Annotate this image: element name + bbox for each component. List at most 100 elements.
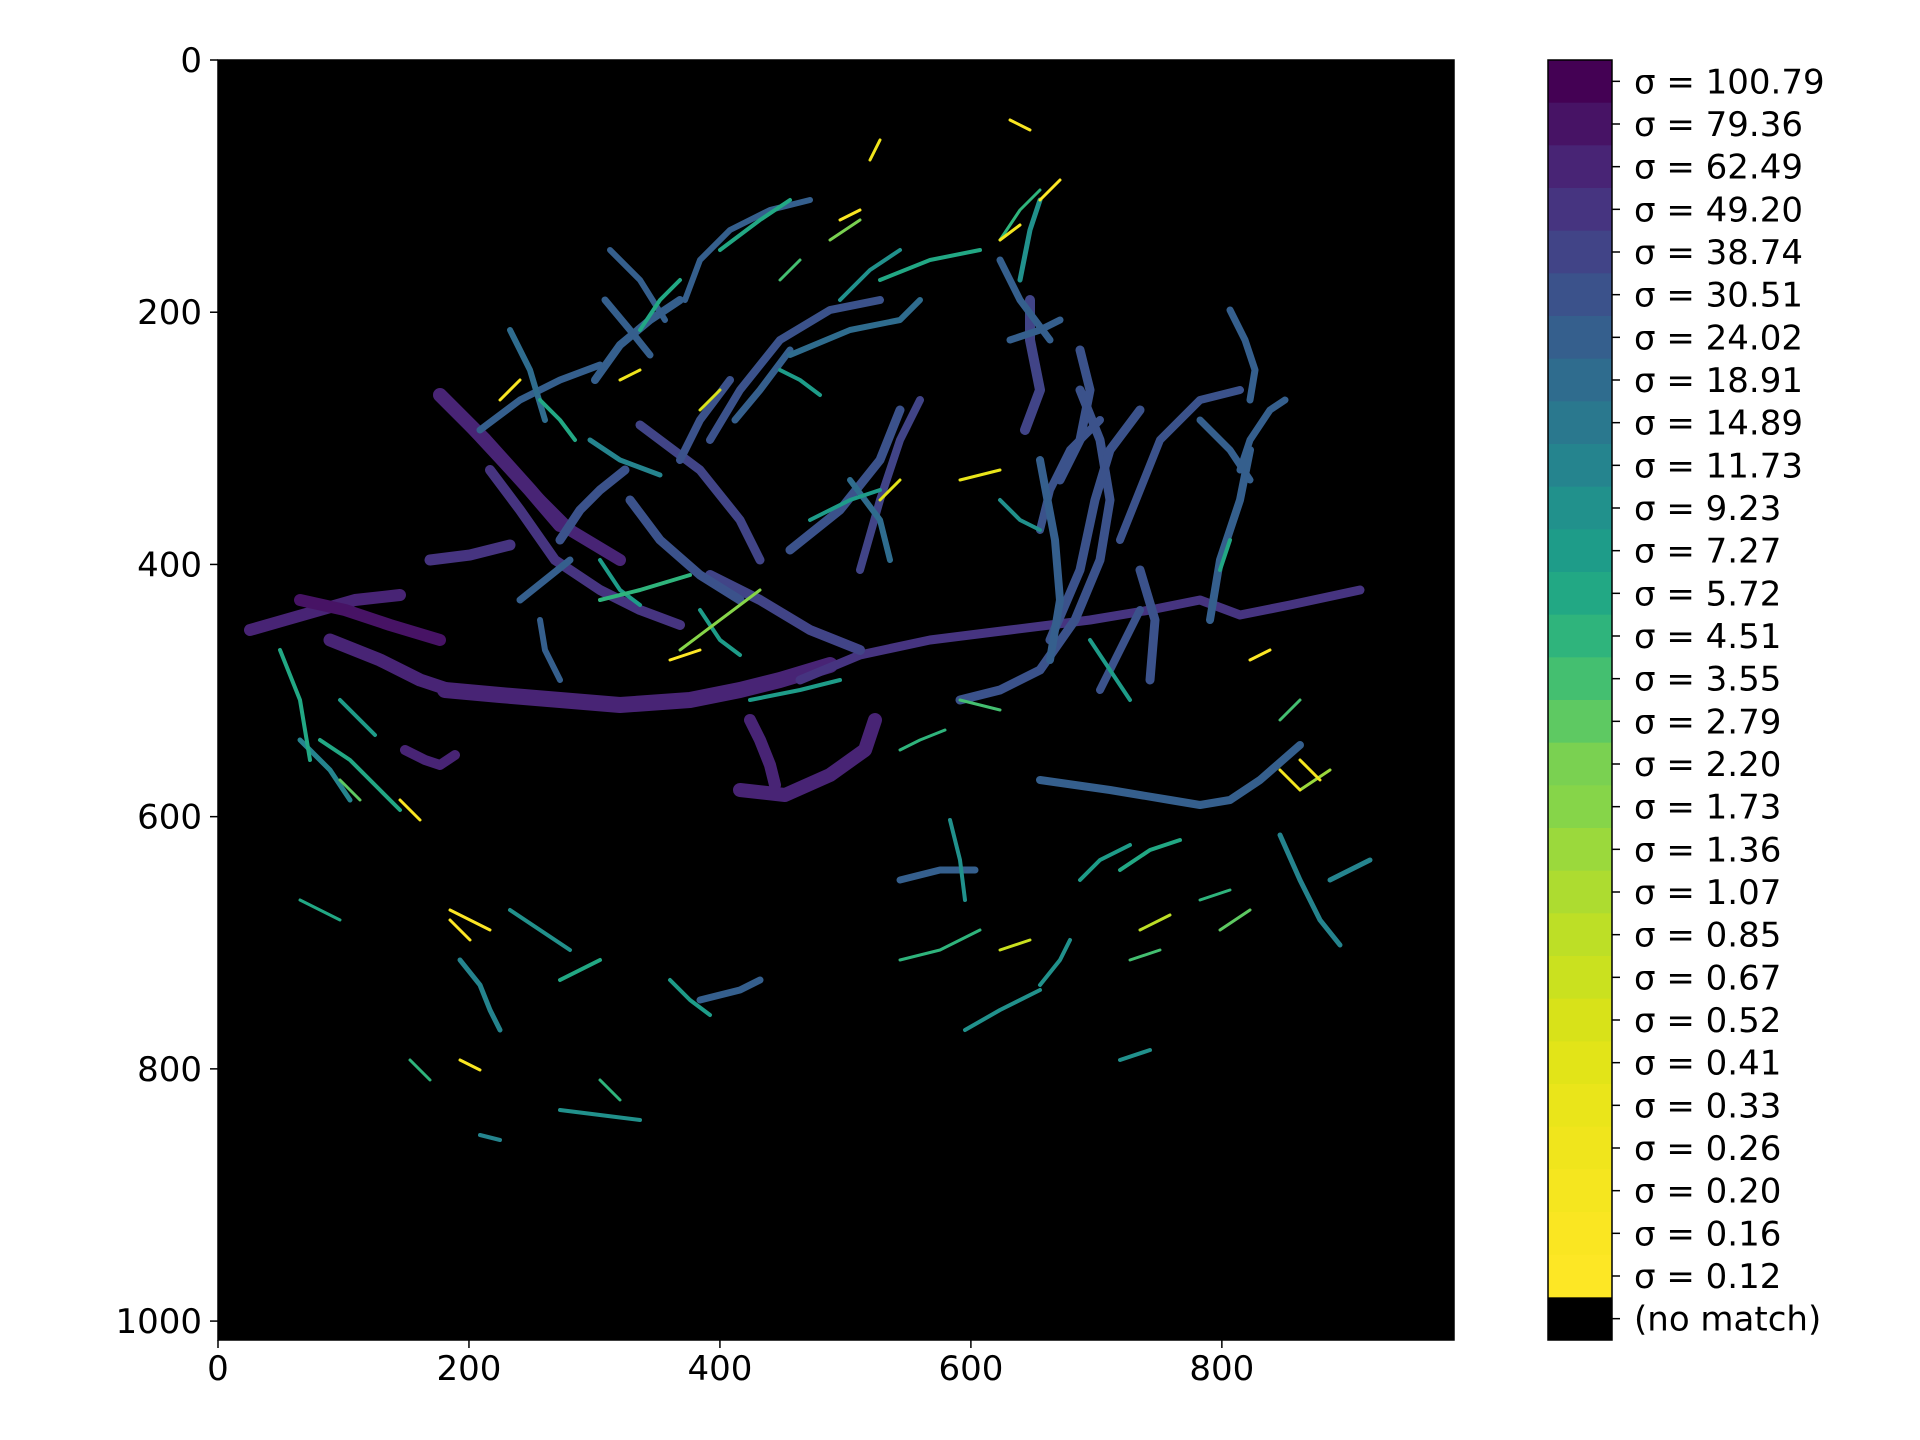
x-tick-label-800: 800	[1189, 1349, 1254, 1389]
colorbar-label-10: σ = 9.23	[1634, 489, 1781, 529]
vessel-43	[1036, 456, 1064, 664]
vessel-49	[457, 957, 503, 1033]
vessel-72	[478, 1133, 502, 1142]
vessel-117	[1248, 648, 1272, 662]
vessel-90	[778, 258, 802, 282]
vessel-42	[996, 256, 1054, 344]
vessel-71	[1118, 1048, 1152, 1062]
vessel-118	[458, 1058, 482, 1072]
colorbar-swatch-0	[1548, 60, 1612, 104]
vessel-93	[338, 778, 362, 802]
vessel-55	[748, 678, 842, 702]
vessel-68	[338, 698, 377, 737]
vessel-20	[1045, 405, 1145, 645]
colorbar-label-17: σ = 1.73	[1634, 788, 1781, 828]
vessel-62	[1088, 638, 1132, 702]
colorbar-label-11: σ = 7.27	[1634, 532, 1781, 572]
vessel-layer	[244, 118, 1373, 1142]
vessel-106	[398, 798, 422, 822]
heatmap-background	[218, 60, 1454, 1340]
vessel-67	[1327, 857, 1373, 883]
vessel-86	[598, 1078, 622, 1102]
vessel-41	[516, 556, 574, 604]
vessel-57	[778, 368, 822, 397]
colorbar-label-22: σ = 0.52	[1634, 1001, 1781, 1041]
colorbar-label-24: σ = 0.33	[1634, 1086, 1781, 1126]
vessel-88	[898, 728, 947, 752]
colorbar-label-1: σ = 79.36	[1634, 105, 1803, 145]
plot-frame	[217, 59, 1455, 1341]
colorbar-swatch-1	[1548, 102, 1612, 146]
vessel-19	[955, 385, 1115, 705]
colorbar-label-3: σ = 49.20	[1634, 190, 1803, 230]
colorbar-label-23: σ = 0.41	[1634, 1044, 1781, 1084]
vessel-104	[618, 368, 642, 382]
vessel-110	[998, 223, 1022, 242]
vessel-33	[476, 361, 604, 434]
vessel-59	[598, 558, 642, 607]
vessel-109	[1038, 178, 1062, 202]
colorbar-swatch-7	[1548, 358, 1612, 402]
y-tick-label-600: 600	[137, 798, 202, 838]
vessel-8	[744, 714, 781, 791]
vessel-51	[1017, 197, 1043, 283]
colorbar-frame	[1547, 59, 1613, 1341]
colorbar-swatch-13	[1548, 614, 1612, 658]
vessel-63	[948, 818, 967, 902]
vessel-74	[878, 248, 982, 282]
colorbar-label-18: σ = 1.36	[1634, 830, 1781, 870]
vessel-107	[448, 918, 472, 942]
colorbar-swatch-27	[1548, 1212, 1612, 1256]
vessel-47	[896, 866, 979, 884]
colorbar-label-27: σ = 0.16	[1634, 1214, 1781, 1254]
vessel-101	[698, 388, 722, 412]
colorbar-label-9: σ = 11.73	[1634, 446, 1803, 486]
vessel-70	[668, 978, 712, 1017]
vessel-69	[558, 1108, 642, 1122]
vessel-16	[856, 396, 924, 574]
vessel-114	[448, 908, 492, 932]
vessel-48	[696, 976, 764, 1004]
vessel-14	[625, 495, 745, 605]
vessel-87	[558, 958, 602, 982]
colorbar-swatch-12	[1548, 572, 1612, 616]
colorbar-swatch-5	[1548, 273, 1612, 317]
vessel-21	[1116, 386, 1244, 544]
vessel-6	[485, 465, 685, 630]
vessel-94	[958, 698, 1002, 712]
vessel-18	[676, 376, 734, 464]
vessel-30	[1236, 396, 1289, 474]
vessel-82	[1218, 538, 1232, 572]
colorbar-label-13: σ = 4.51	[1634, 617, 1781, 657]
colorbar-swatch-26	[1548, 1169, 1612, 1213]
colorbar-label-19: σ = 1.07	[1634, 873, 1781, 913]
vessel-50	[587, 437, 663, 478]
vessel-7	[733, 713, 882, 802]
colorbar-swatch-8	[1548, 401, 1612, 445]
vessel-102	[878, 478, 902, 502]
colorbar-swatch-16	[1548, 742, 1612, 786]
vessel-84	[408, 1058, 432, 1082]
vessel-97	[678, 588, 762, 652]
x-tick-label-600: 600	[938, 1349, 1003, 1389]
colorbar-label-6: σ = 24.02	[1634, 318, 1803, 358]
vessel-23	[1020, 295, 1045, 435]
colorbar-label-8: σ = 14.89	[1634, 404, 1803, 444]
vessel-4	[294, 594, 446, 646]
colorbar-swatch-18	[1548, 828, 1612, 872]
vessel-73	[718, 198, 792, 252]
colorbar-swatch-4	[1548, 230, 1612, 274]
colorbar-swatch-20	[1548, 913, 1612, 957]
vessel-108	[498, 378, 522, 402]
colorbar-swatch-15	[1548, 700, 1612, 744]
colorbar-label-no-match: (no match)	[1634, 1300, 1821, 1340]
vessel-95	[1218, 908, 1252, 932]
vessel-40	[555, 465, 630, 545]
vessel-2	[437, 657, 838, 713]
vessel-96	[828, 218, 862, 242]
vessel-116	[1278, 768, 1302, 792]
vessel-112	[668, 648, 702, 662]
colorbar-swatch-3	[1548, 188, 1612, 232]
y-tick-label-1000: 1000	[115, 1302, 202, 1342]
